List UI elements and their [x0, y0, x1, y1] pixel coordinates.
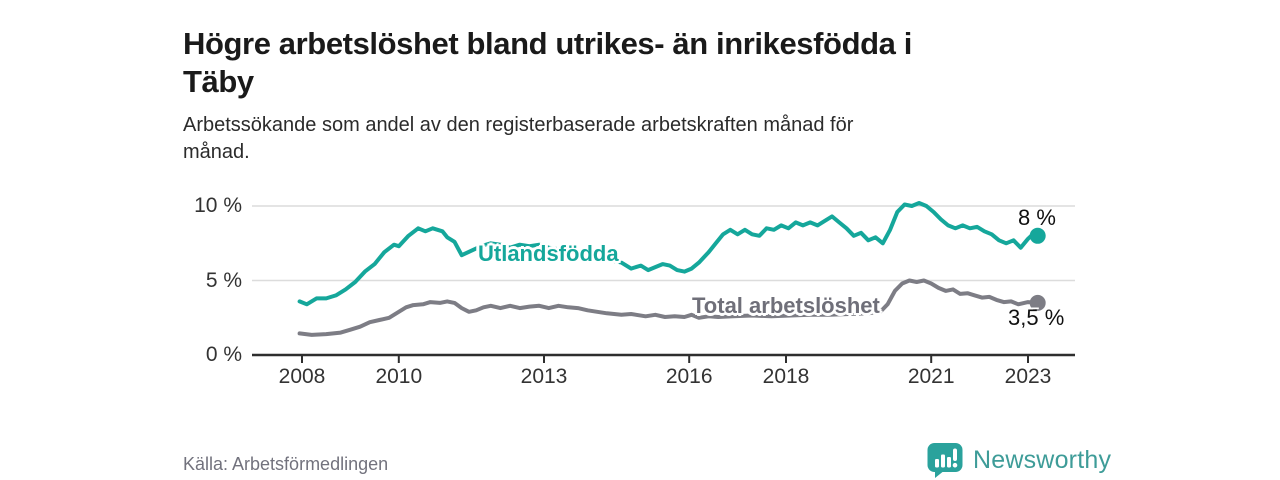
bar-chart-speech-bubble-icon [927, 443, 963, 478]
series-end-dot-utlandsfodda [1029, 227, 1046, 244]
x-tick-label-2013: 2013 [520, 365, 568, 388]
y-tick-label-10: 10 % [194, 194, 242, 217]
series-end-dot-total [1029, 294, 1046, 311]
source-note: Källa: Arbetsförmedlingen [183, 454, 389, 474]
end-value-label-total: 3,5 % [1008, 305, 1065, 330]
y-tick-label-0: 0 % [205, 343, 242, 366]
series-line-total [297, 278, 1040, 337]
title-line-1: Högre arbetslöshet bland utrikes- än inr… [183, 25, 912, 61]
series-label-total-arbetsloshet: Total arbetslöshet [692, 293, 880, 318]
x-tick-label-2016: 2016 [665, 365, 713, 388]
x-tick-label-2008: 2008 [278, 365, 326, 388]
series-label-utlandsfodda: Utlandsfödda [478, 241, 619, 266]
x-tick-label-2010: 2010 [375, 365, 423, 388]
newsworthy-logo: Newsworthy [926, 442, 1111, 479]
y-tick-label-5: 5 % [205, 268, 242, 292]
title-line-2: Täby [183, 63, 254, 99]
page-title: Högre arbetslöshet bland utrikes- än inr… [183, 25, 1143, 101]
chart-subtitle: Arbetssökande som andel av den registerb… [183, 112, 1083, 166]
x-tick-label-2018: 2018 [762, 365, 810, 388]
x-tick-label-2023: 2023 [1004, 365, 1052, 388]
series-line-utlandsfodda [297, 201, 1040, 307]
x-tick-label-2021: 2021 [907, 365, 955, 388]
subtitle-line-2: månad. [183, 141, 250, 163]
subtitle-line-1: Arbetssökande som andel av den registerb… [183, 114, 854, 136]
end-value-label-utlandsfodda: 8 % [1018, 205, 1056, 230]
newsworthy-wordmark: Newsworthy [973, 446, 1112, 474]
